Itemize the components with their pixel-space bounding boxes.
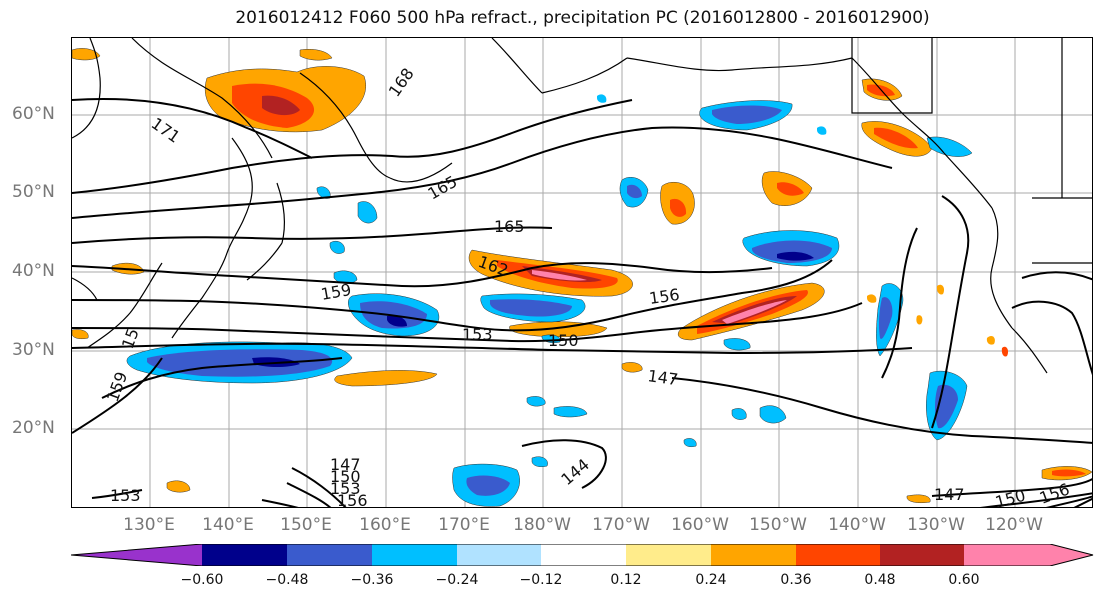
map-panel: 171 168 165 165 162 159 156 153 150 147 …	[71, 37, 1093, 508]
lon-label-120w: 120°W	[985, 515, 1043, 535]
refractivity-contours	[72, 97, 1092, 507]
contour-label-147-b: 147	[330, 455, 361, 474]
colorbar-tick: −0.48	[265, 572, 309, 588]
precip-positive-areas	[72, 48, 1092, 504]
contour-label-168: 168	[385, 64, 418, 100]
colorbar-tick: 0.36	[780, 572, 812, 588]
colorbar-swatch	[964, 544, 1050, 566]
colorbar-swatch	[372, 544, 457, 566]
colorbar-tick: −0.36	[350, 572, 394, 588]
colorbar-tick: 0.48	[864, 572, 896, 588]
lon-label-160e: 160°E	[359, 515, 411, 535]
colorbar-extend-max	[1050, 544, 1093, 566]
colorbar-tick: 0.24	[695, 572, 727, 588]
lon-label-140e: 140°E	[202, 515, 254, 535]
lon-label-130e: 130°E	[123, 515, 175, 535]
contour-label-147: 147	[646, 366, 679, 389]
colorbar-extend-min	[71, 544, 202, 566]
colorbar-tick: 0.12	[610, 572, 642, 588]
coastlines	[72, 38, 1092, 374]
colorbar-swatch	[202, 544, 287, 566]
colorbar-tick: −0.12	[519, 572, 563, 588]
contour-label-159-c: 159	[103, 369, 131, 404]
lon-label-130w: 130°W	[907, 515, 965, 535]
colorbar-swatch	[287, 544, 372, 566]
contour-label-156: 156	[648, 285, 681, 308]
lon-label-180w: 180°W	[513, 515, 571, 535]
contour-label-150-b: 150	[330, 467, 361, 486]
colorbar-swatch	[626, 544, 711, 566]
lat-label-60n: 60°N	[12, 104, 55, 124]
colorbar-tick: −0.24	[435, 572, 479, 588]
lat-label-40n: 40°N	[12, 261, 55, 281]
contour-label-156-b: 156	[337, 491, 368, 508]
lat-label-50n: 50°N	[12, 182, 55, 202]
contour-label-165-b: 165	[494, 217, 525, 236]
contour-label-150: 150	[548, 331, 579, 350]
map-canvas: 171 168 165 165 162 159 156 153 150 147 …	[72, 38, 1092, 508]
lon-label-170e: 170°E	[438, 515, 490, 535]
contour-label-153: 153	[462, 325, 493, 344]
colorbar-swatch	[880, 544, 964, 566]
colorbar-tick: 0.60	[948, 572, 980, 588]
contour-label-150-c: 150	[993, 486, 1027, 508]
contour-label-153-c: 153	[110, 486, 141, 505]
contour-label-171: 171	[148, 114, 184, 147]
lat-label-20n: 20°N	[12, 418, 55, 438]
colorbar-tick: −0.60	[180, 572, 224, 588]
lon-label-140w: 140°W	[828, 515, 886, 535]
lon-label-170w: 170°W	[592, 515, 650, 535]
lon-label-150w: 150°W	[749, 515, 807, 535]
lon-label-150e: 150°E	[280, 515, 332, 535]
lon-label-160w: 160°W	[671, 515, 729, 535]
map-title: 2016012412 F060 500 hPa refract., precip…	[235, 8, 930, 28]
colorbar-swatch	[796, 544, 880, 566]
contour-label-159: 159	[319, 280, 352, 304]
colorbar	[70, 543, 1095, 570]
colorbar-swatch	[711, 544, 796, 566]
contour-label-147-c: 147	[934, 485, 965, 504]
precip-negative-areas	[126, 94, 973, 507]
colorbar-swatches	[70, 543, 1094, 567]
contour-label-153-b: 153	[330, 479, 361, 498]
lat-label-30n: 30°N	[12, 340, 55, 360]
colorbar-swatch	[541, 544, 626, 566]
colorbar-swatch	[457, 544, 541, 566]
